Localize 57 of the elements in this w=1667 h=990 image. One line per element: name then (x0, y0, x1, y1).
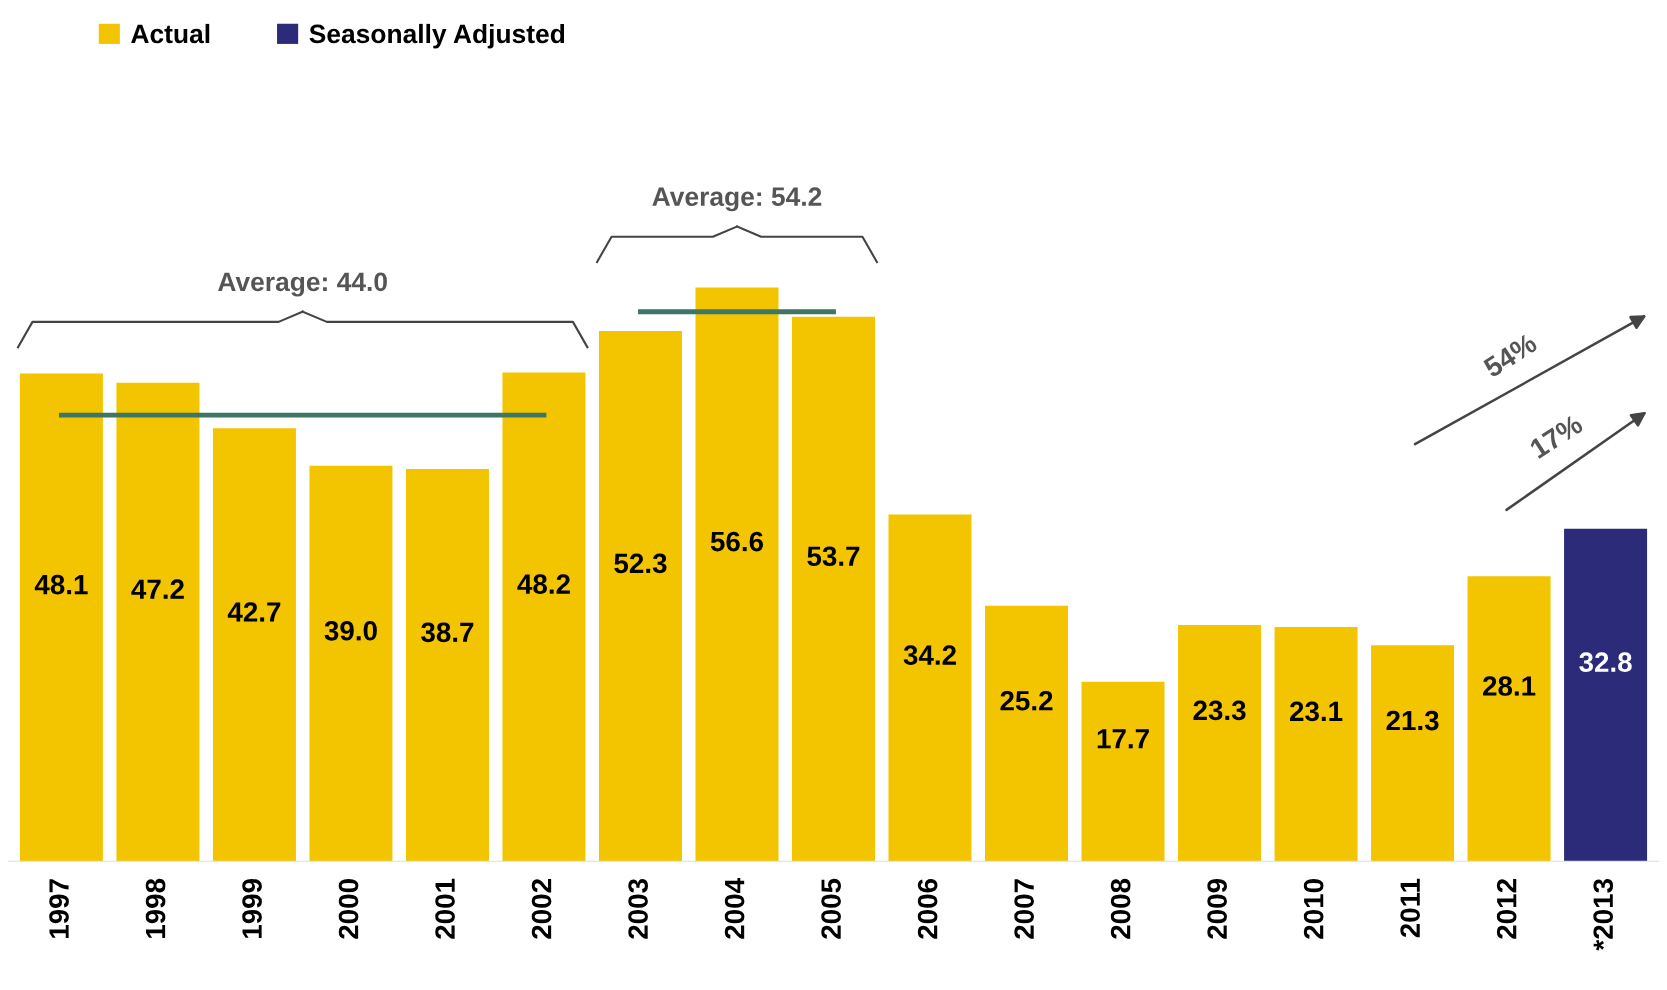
data-label: 42.7 (227, 602, 281, 622)
data-label: 48.2 (517, 574, 570, 594)
bar (985, 605, 1069, 862)
bar (405, 468, 489, 862)
data-label: 28.1 (1483, 676, 1536, 696)
bar (888, 514, 972, 862)
x-tick-label: 1998 (145, 878, 166, 939)
bar (1081, 681, 1165, 862)
data-label: 25.2 (1000, 690, 1053, 711)
bar (309, 465, 393, 862)
x-tick-label: 2001 (435, 878, 455, 939)
x-tick-label: 2004 (724, 878, 745, 939)
x-tick-label: 1999 (242, 878, 262, 939)
text: Average: 54.2 (652, 187, 822, 212)
data-label: 21.3 (1386, 710, 1439, 731)
legend-label: Actual (131, 23, 210, 44)
x-tick-label: 2011 (1400, 878, 1421, 938)
annotation: 17% (1528, 413, 1585, 459)
x-tick-label: *2013 (1593, 878, 1614, 951)
data-label: 39.0 (324, 620, 377, 641)
bar (502, 372, 586, 862)
bar (116, 382, 200, 862)
bar (19, 373, 103, 862)
data-label: 34.2 (903, 645, 956, 665)
x-tick-label: 2005 (821, 878, 841, 939)
data-label: 48.1 (34, 574, 88, 595)
data-label: 52.3 (614, 553, 667, 574)
annotation: 54% (1482, 332, 1539, 379)
x-tick-label: 2008 (1110, 878, 1131, 939)
x-tick-label: 1997 (49, 879, 69, 939)
x-tick-label: 2009 (1207, 878, 1227, 939)
data-label: 47.2 (131, 579, 184, 599)
bar (1274, 627, 1358, 862)
x-tick-label: 2000 (338, 879, 359, 939)
data-label: 53.7 (807, 546, 860, 567)
bar (598, 330, 682, 862)
bar (212, 428, 296, 862)
x-tick-label: 2007 (1014, 879, 1034, 939)
data-label: 32.8 (1579, 652, 1632, 673)
bar (1371, 645, 1455, 862)
x-tick-label: 2010 (1303, 879, 1324, 939)
data-label: 23.3 (1193, 700, 1246, 721)
data-label: 17.7 (1097, 729, 1149, 749)
bar (695, 287, 779, 862)
data-label: 23.1 (1289, 701, 1343, 722)
x-tick-label: 2002 (531, 879, 552, 939)
bar (1564, 528, 1648, 862)
bar (1178, 625, 1262, 862)
data-label: 38.7 (421, 622, 474, 643)
x-tick-label: 2006 (917, 878, 938, 939)
bar (1467, 576, 1551, 862)
legend-label: Seasonally Adjusted (309, 23, 565, 49)
x-tick-label: 2012 (1496, 879, 1517, 939)
x-tick-label: 2003 (628, 878, 648, 939)
bar (792, 316, 875, 862)
annotation: Average: 44.0 (218, 272, 387, 297)
data-label: 56.6 (710, 531, 764, 552)
